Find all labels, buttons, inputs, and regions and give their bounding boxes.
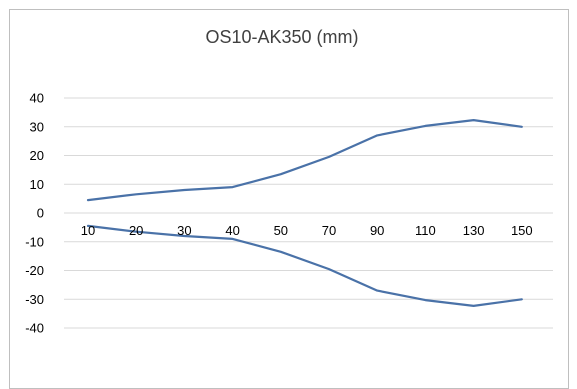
chart-svg: OS10-AK350 (mm) 40 30 20 10 0 -10 -20 -30 -40 10… — [25, 27, 553, 336]
x-tick-label: 90 — [370, 223, 384, 238]
y-tick-labels: 40 30 20 10 0 -10 -20 -30 -40 — [25, 91, 44, 336]
x-tick-label: 40 — [225, 223, 239, 238]
y-tick-label: -30 — [25, 292, 44, 307]
y-tick-label: 10 — [30, 177, 44, 192]
x-tick-labels: 10 20 30 40 50 70 90 110 130 150 — [81, 223, 533, 238]
series-line-2 — [86, 224, 523, 307]
y-tick-label: 0 — [37, 206, 44, 221]
y-tick-label: 20 — [30, 148, 44, 163]
x-tick-label: 70 — [322, 223, 336, 238]
x-tick-label: 110 — [415, 223, 436, 238]
series-layer — [86, 118, 523, 307]
x-tick-label: 150 — [511, 223, 533, 238]
x-tick-label: 50 — [274, 223, 288, 238]
y-tick-label: -10 — [25, 234, 44, 249]
grid-layer — [64, 97, 553, 329]
x-tick-label: 30 — [177, 223, 191, 238]
y-tick-label: -20 — [25, 263, 44, 278]
x-tick-label: 20 — [129, 223, 143, 238]
series-line-1 — [86, 118, 523, 202]
y-tick-label: 40 — [30, 91, 44, 106]
x-tick-label: 130 — [463, 223, 485, 238]
y-tick-label: 30 — [30, 119, 44, 134]
x-tick-label: 10 — [81, 223, 95, 238]
chart-title: OS10-AK350 (mm) — [205, 27, 358, 47]
y-tick-label: -40 — [25, 321, 44, 336]
